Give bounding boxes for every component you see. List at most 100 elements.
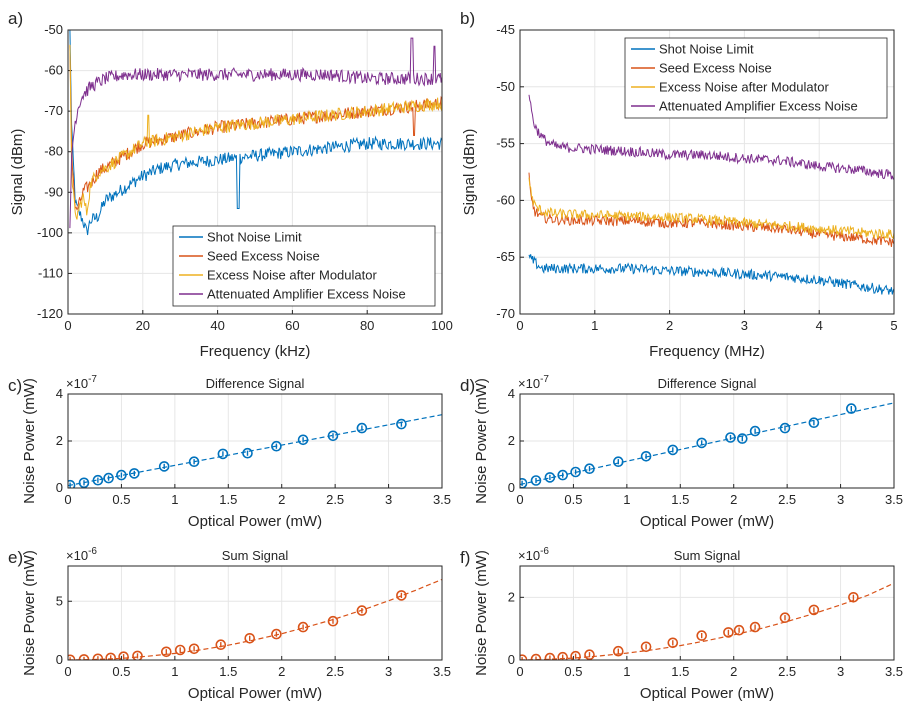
data-point [530,475,542,486]
data-point [271,440,282,452]
axis-exponent: ×10-7 [518,374,549,391]
y-tick-label: 4 [56,386,63,401]
x-tick-label: 3 [741,318,748,333]
y-tick-label: 4 [508,386,515,401]
x-tick-label: 1 [623,664,630,679]
data-point [612,456,624,468]
plot-content [528,94,894,295]
data-point [158,461,170,472]
x-tick-label: 2.5 [778,664,796,679]
y-tick-label: -55 [496,136,515,151]
x-tick-label: 40 [210,318,224,333]
chart-title: Sum Signal [222,548,289,563]
x-tick-label: 3 [837,492,844,507]
data-point [725,432,736,443]
series-line-1 [528,254,894,295]
x-axis-label: Frequency (kHz) [200,343,311,360]
legend: Shot Noise Limit Seed Excess Noise Excess … [624,37,888,119]
y-tick-label: 2 [56,433,63,448]
x-tick-label: 2 [278,492,285,507]
data-point [161,646,172,658]
data-point [570,466,581,478]
data-point [327,430,339,442]
data-point [242,447,253,459]
x-tick-label: 0 [64,492,71,507]
y-tick-label: -50 [496,79,515,94]
series-line-4 [69,37,442,229]
x-tick-label: 0 [64,664,71,679]
data-point [297,621,309,633]
y-tick-label: -100 [37,225,63,240]
series-line-2 [69,45,442,211]
data-point [723,627,734,638]
panel-label: d) [460,376,475,395]
chart-title: Sum Signal [674,548,741,563]
fit-line [520,582,894,660]
axes-frame [519,565,895,661]
x-tick-label: 60 [285,318,299,333]
data-point [584,649,595,660]
y-tick-label: -50 [44,22,63,37]
data-point [118,651,129,660]
y-tick-label: 0 [508,480,515,495]
data-point [736,433,748,444]
data-point [667,637,679,649]
data-point [116,469,127,481]
y-axis-label: Noise Power (mW) [473,378,490,504]
data-point [696,437,708,449]
axes-frame [67,565,443,661]
x-tick-label: 3.5 [885,492,903,507]
legend-entry: Seed Excess Noise [207,249,320,264]
y-axis-label: Noise Power (mW) [473,550,490,676]
x-tick-label: 3 [385,492,392,507]
panel-label: e) [8,548,23,567]
data-point [530,653,542,660]
plot-area [68,566,442,660]
x-tick-label: 3.5 [433,664,451,679]
x-tick-label: 0 [516,492,523,507]
panel-d: 0 0.5 1 1.5 2 2.5 3 3.5 0 2 4 Optical Power (mW) Noi… [460,374,903,530]
plot-content [69,30,442,236]
data-point [733,624,745,636]
data-point [174,644,186,656]
axis-exponent: ×10-7 [66,374,97,391]
axes-frame [67,393,443,489]
y-axis-label: Noise Power (mW) [21,550,38,676]
x-axis-label: Optical Power (mW) [188,685,322,702]
x-axis-label: Frequency (MHz) [649,343,765,360]
data-point [132,650,143,660]
data-point [640,641,652,653]
panel-label: a) [8,9,23,28]
plot-content [68,578,442,660]
y-tick-label: 0 [56,480,63,495]
data-point [103,472,114,484]
data-point [544,472,556,483]
data-point [544,652,556,660]
data-point [92,653,104,660]
panel-a: 0 20 40 60 80 100 -120 -110 -100 -90 -80 -70 -60 -50 F… [8,9,453,360]
data-point [297,434,309,446]
x-tick-label: 2.5 [778,492,796,507]
series-line-4 [528,94,894,180]
y-tick-label: 2 [508,589,515,604]
panel-label: c) [8,376,22,395]
axis-exponent: ×10-6 [518,546,549,563]
y-tick-label: -65 [496,249,515,264]
data-point [78,654,90,660]
x-tick-label: 1 [623,492,630,507]
x-tick-label: 3.5 [433,492,451,507]
data-point [188,643,200,655]
data-point [584,463,595,475]
data-point [667,444,679,456]
series-line-1 [69,30,442,236]
y-tick-label: -60 [44,63,63,78]
x-tick-label: 1 [171,664,178,679]
data-point [188,456,200,468]
data-point [640,450,652,462]
data-point [396,418,407,430]
x-tick-label: 0.5 [564,492,582,507]
panel-c: 0 0.5 1 1.5 2 2.5 3 3.5 0 2 4 Optical Power (mW) Noi… [8,374,451,530]
panel-label: f) [460,548,470,567]
data-point [92,474,104,486]
legend-entry: Attenuated Amplifier Excess Noise [659,99,858,114]
